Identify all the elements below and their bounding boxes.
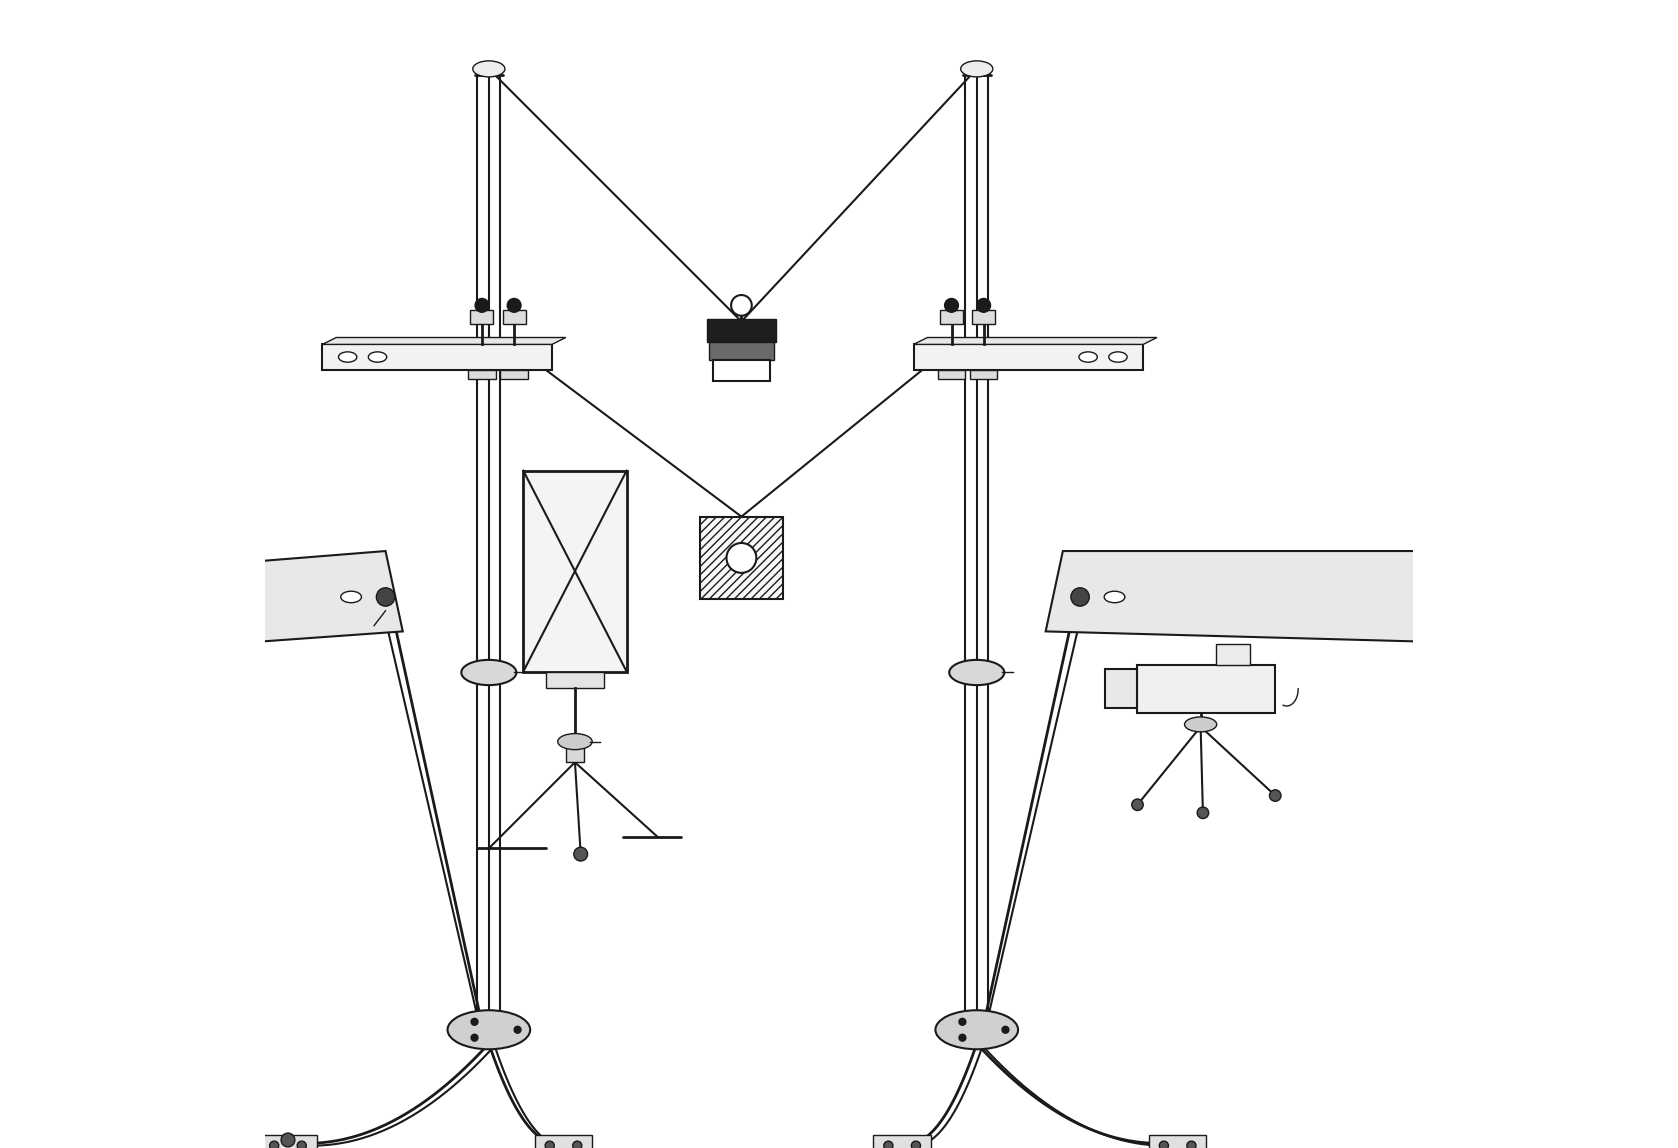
Ellipse shape [557,734,592,750]
Circle shape [727,543,757,573]
Bar [547,672,604,688]
Bar [970,370,997,379]
Circle shape [475,298,488,312]
Bar [1106,669,1138,708]
Circle shape [376,588,394,606]
Circle shape [1196,807,1208,819]
Circle shape [1071,588,1089,606]
Circle shape [513,1026,520,1033]
Bar [468,370,495,379]
Circle shape [472,1034,478,1041]
Polygon shape [322,338,565,344]
Ellipse shape [935,1010,1019,1049]
Circle shape [977,298,990,312]
Bar [500,370,529,379]
Bar [940,310,963,324]
Bar [524,471,626,672]
Bar [535,1135,592,1148]
Bar [322,344,552,370]
Ellipse shape [448,1010,530,1049]
Ellipse shape [1185,716,1217,732]
Circle shape [958,1034,967,1041]
Bar [972,310,995,324]
Ellipse shape [961,61,993,77]
Circle shape [1186,1141,1196,1148]
Circle shape [507,298,520,312]
Polygon shape [242,551,403,643]
Circle shape [1270,790,1280,801]
Bar [1215,644,1250,665]
Circle shape [1131,799,1143,810]
Bar [1138,665,1275,713]
Polygon shape [1045,551,1470,643]
Bar [913,344,1143,370]
Circle shape [945,298,958,312]
Circle shape [911,1141,921,1148]
Ellipse shape [461,660,517,685]
Bar [565,742,584,762]
Ellipse shape [1109,351,1128,363]
Circle shape [574,847,587,861]
Circle shape [1002,1026,1008,1033]
Bar [938,370,965,379]
Circle shape [545,1141,554,1148]
Ellipse shape [1079,351,1097,363]
Bar [260,1135,317,1148]
Circle shape [732,295,752,316]
Ellipse shape [341,591,361,603]
Circle shape [572,1141,582,1148]
Ellipse shape [367,351,386,363]
Bar [710,342,774,360]
Circle shape [297,1141,307,1148]
Ellipse shape [1104,591,1124,603]
Bar [1149,1135,1206,1148]
Bar [503,310,525,324]
Circle shape [1159,1141,1168,1148]
Ellipse shape [339,351,357,363]
Bar [713,360,770,381]
Ellipse shape [473,61,505,77]
Ellipse shape [950,660,1005,685]
Polygon shape [913,338,1158,344]
Bar [470,310,493,324]
Circle shape [270,1141,279,1148]
Circle shape [958,1018,967,1025]
Circle shape [472,1018,478,1025]
Bar [706,319,775,342]
Bar [700,517,782,599]
Circle shape [884,1141,893,1148]
Circle shape [282,1133,295,1147]
Bar [874,1135,931,1148]
